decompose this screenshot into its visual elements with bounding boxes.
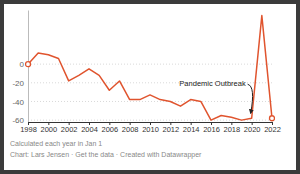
annotation: Pandemic Outbreak — [179, 79, 252, 113]
x-tick: 2004 — [81, 122, 98, 134]
y-tick-label: -40 — [12, 98, 24, 107]
x-tick-label: 2022 — [264, 125, 281, 134]
x-tick-label: 2018 — [223, 125, 240, 134]
y-tick-label: -20 — [12, 79, 24, 88]
card — [4, 4, 296, 170]
x-tick-label: 2002 — [61, 125, 78, 134]
credit: Chart: Lars Jensen · Get the data · Crea… — [10, 151, 202, 159]
x-tick: 2022 — [264, 122, 281, 134]
x-tick: 2000 — [40, 122, 57, 134]
annotation-arrow — [248, 84, 253, 113]
x-tick: 2018 — [223, 122, 240, 134]
chart: -60-40-200199820002002200420062008201020… — [0, 0, 300, 174]
y-tick: -20 — [12, 79, 28, 88]
plot — [26, 16, 275, 121]
x-tick: 2002 — [61, 122, 78, 134]
end-marker — [26, 62, 31, 67]
y-tick: -60 — [12, 116, 28, 125]
x-tick-label: 2010 — [142, 125, 159, 134]
line — [28, 16, 272, 121]
x-tick: 2014 — [183, 122, 200, 134]
y-tick-label: 0 — [20, 60, 25, 69]
x-tick-label: 2008 — [122, 125, 139, 134]
x-tick-label: 2020 — [244, 125, 261, 134]
grid-line — [28, 101, 272, 102]
x-tick-label: 2012 — [162, 125, 179, 134]
x-tick-label: 2016 — [203, 125, 220, 134]
x-tick: 2006 — [101, 122, 118, 134]
x-tick: 2012 — [162, 122, 179, 134]
x-tick-label: 2000 — [40, 125, 57, 134]
grid-line — [28, 120, 272, 121]
x-tick-label: 2006 — [101, 125, 118, 134]
x-tick: 2008 — [122, 122, 139, 134]
x-tick: 2010 — [142, 122, 159, 134]
x-tick-label: 1998 — [20, 125, 37, 134]
notes: Calculated each year in Jan 1 — [10, 140, 102, 148]
y-axis: -60 -40 -20 0 — [12, 11, 28, 126]
x-axis: 19982000 200220042006 200820102012 20142016… — [20, 122, 281, 134]
x-tick: 2016 — [203, 122, 220, 134]
y-tick-label: -60 — [12, 116, 24, 125]
x-tick: 1998 — [20, 122, 37, 134]
x-tick-label: 2004 — [81, 125, 98, 134]
end-marker — [270, 116, 275, 121]
annotation-text: Pandemic Outbreak — [179, 79, 246, 88]
x-tick: 2020 — [244, 122, 261, 134]
y-tick: -40 — [12, 98, 28, 107]
grid-line — [28, 64, 272, 65]
x-tick-label: 2014 — [183, 125, 200, 134]
